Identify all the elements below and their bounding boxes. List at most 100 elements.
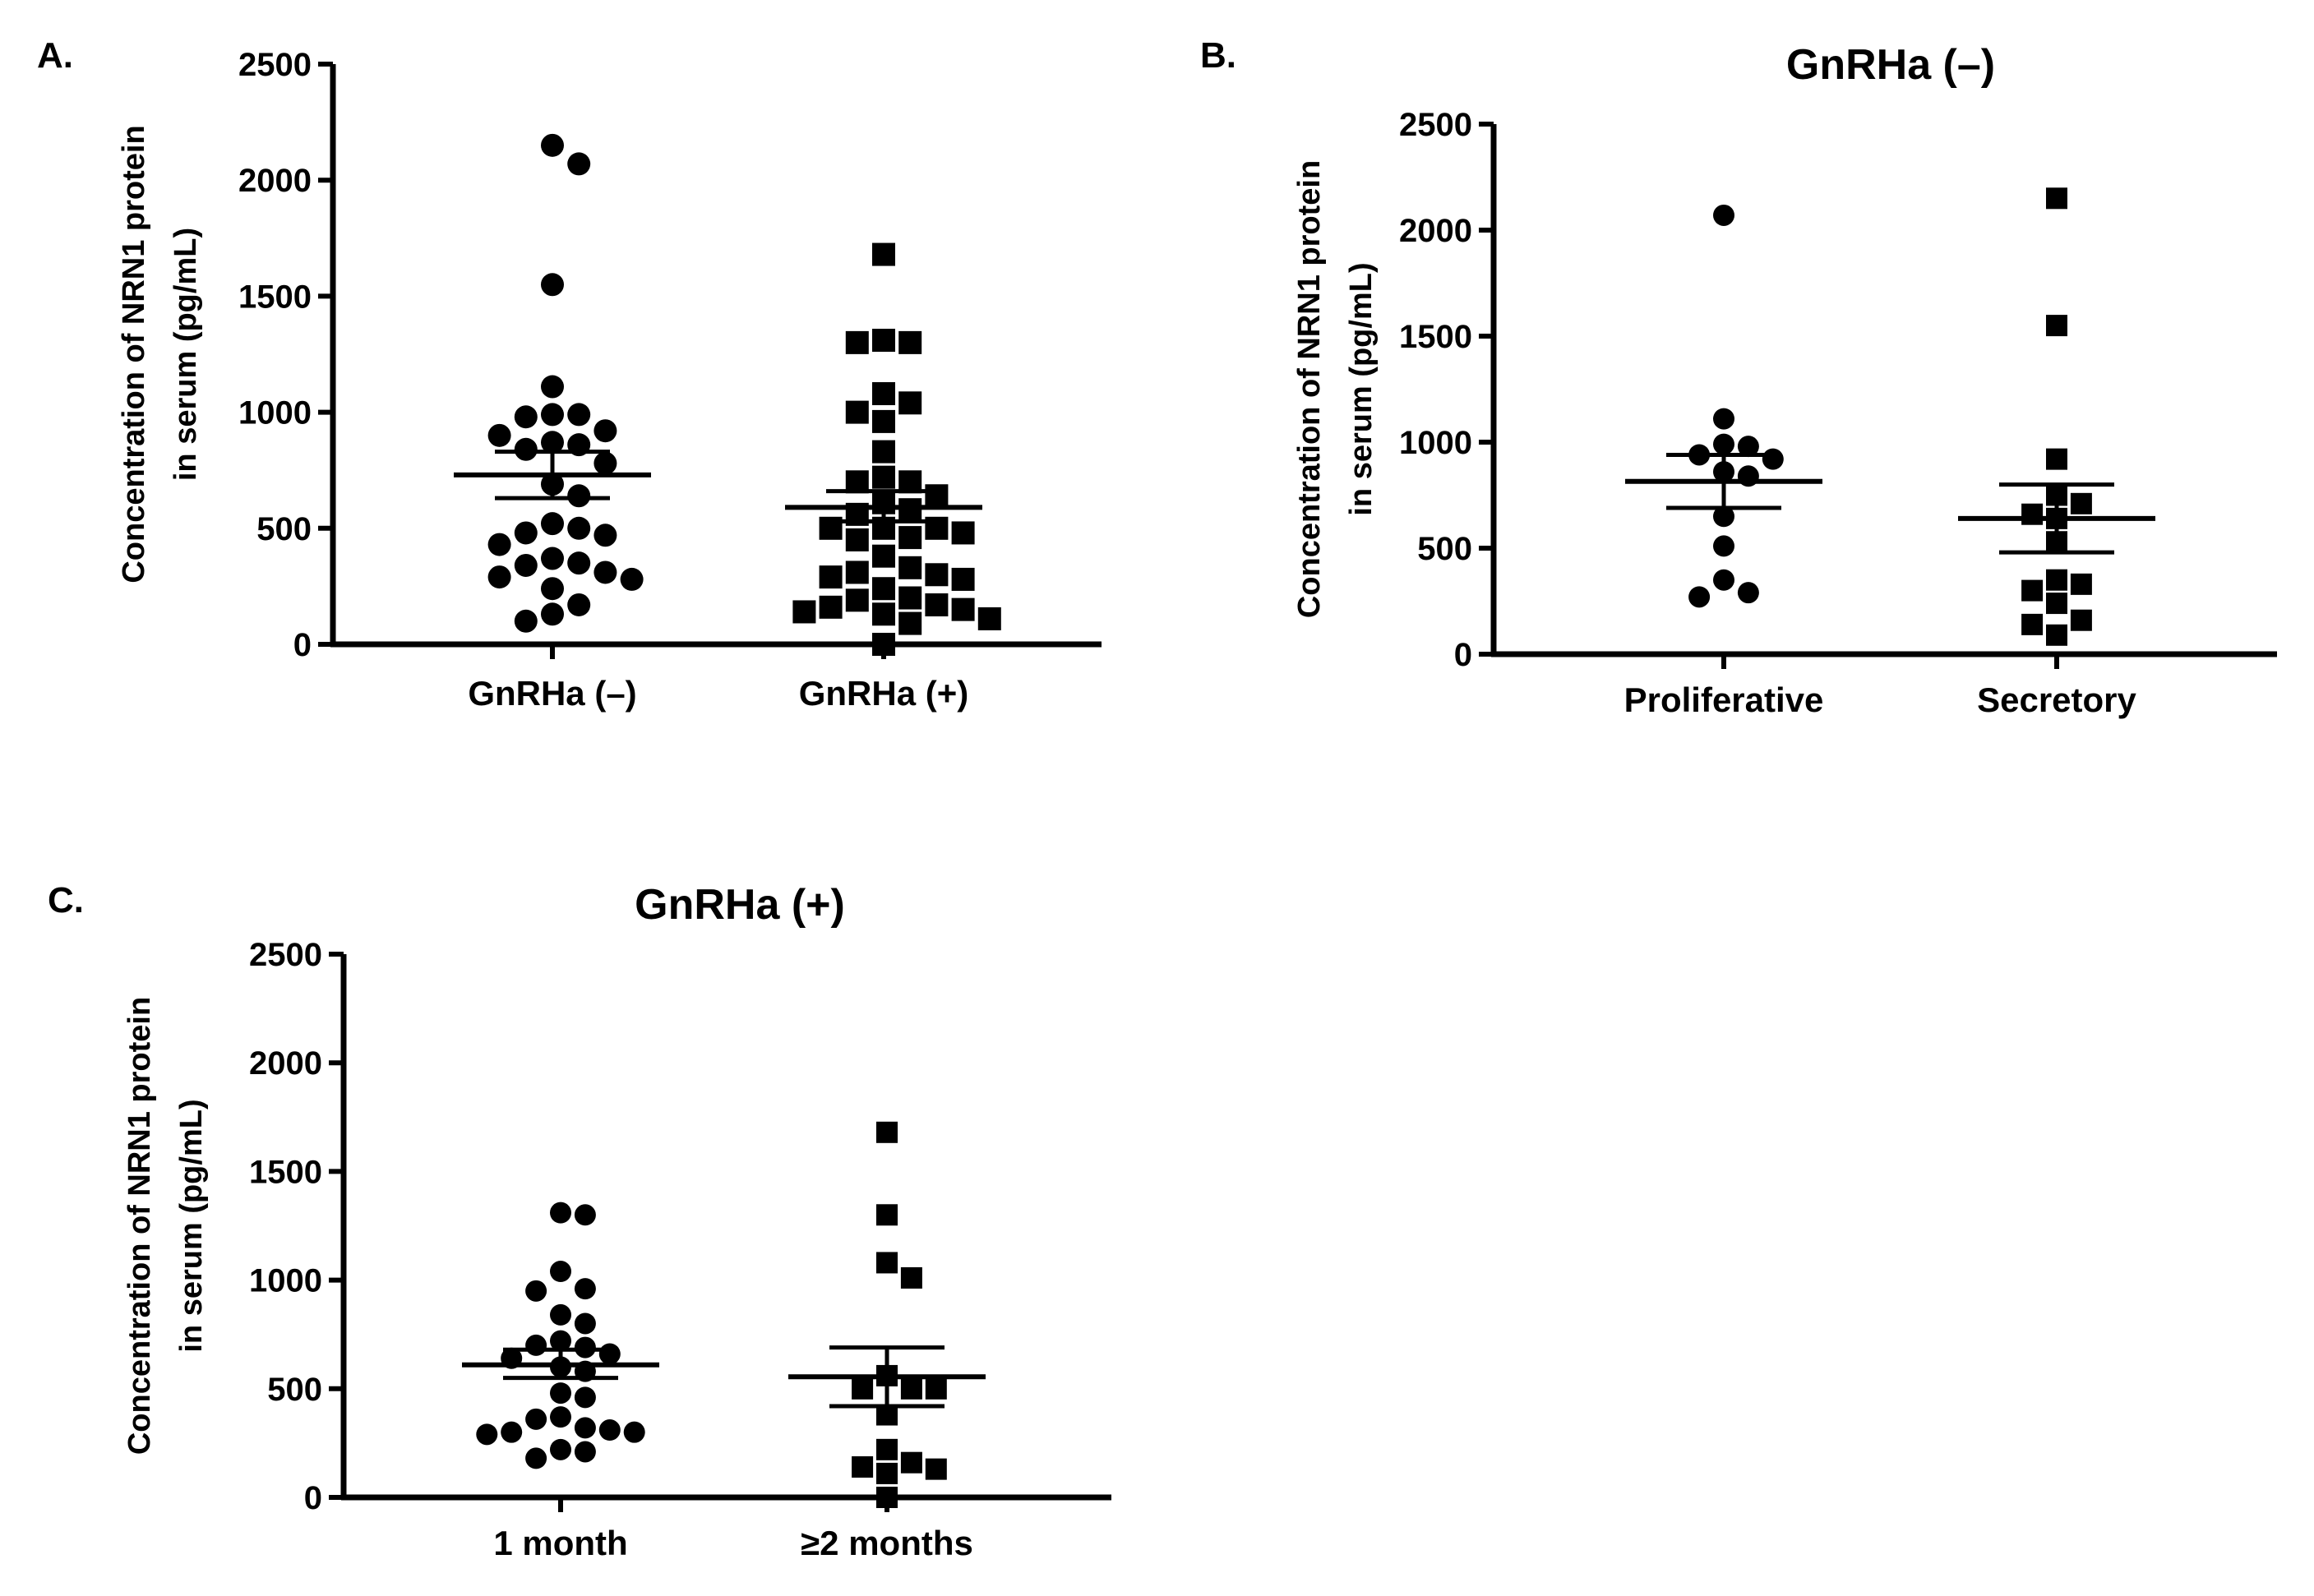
data-point	[1713, 505, 1734, 528]
x-category-label: Secretory	[1977, 680, 2136, 719]
data-point	[1688, 586, 1711, 608]
data-point	[574, 1278, 596, 1300]
data-point	[845, 330, 869, 354]
y-tick-label: 0	[1454, 637, 1472, 673]
panel-title: GnRHa (+)	[635, 881, 845, 929]
data-point	[872, 465, 895, 489]
data-point	[1713, 535, 1734, 557]
data-point	[541, 602, 564, 626]
data-point	[872, 329, 895, 353]
data-point	[951, 597, 975, 621]
data-point	[574, 1204, 596, 1226]
data-point	[550, 1330, 571, 1352]
data-point	[514, 609, 538, 633]
data-point	[567, 593, 591, 616]
data-point	[550, 1303, 571, 1326]
data-point	[845, 560, 869, 584]
data-point	[925, 563, 949, 587]
y-tick-label: 1500	[249, 1154, 322, 1190]
data-point	[872, 382, 895, 406]
data-point	[476, 1423, 498, 1446]
data-point	[1737, 582, 1759, 604]
data-point	[898, 611, 922, 635]
data-point	[876, 1252, 898, 1274]
data-point	[487, 533, 511, 556]
data-point	[574, 1312, 596, 1335]
data-point	[898, 556, 922, 579]
data-point	[525, 1408, 547, 1430]
y-axis-label: Concentration of NRN1 protein	[117, 125, 151, 583]
x-category-label: Proliferative	[1624, 680, 1824, 719]
y-tick-label: 2500	[238, 47, 312, 83]
y-tick-label: 500	[1417, 531, 1472, 567]
data-point	[487, 565, 511, 589]
data-point	[876, 1438, 898, 1460]
data-point	[977, 607, 1001, 630]
data-point	[2046, 624, 2067, 646]
y-tick-label: 2000	[238, 163, 312, 199]
data-point	[898, 391, 922, 415]
x-category-label: GnRHa (+)	[799, 674, 969, 713]
data-point	[541, 431, 564, 454]
data-point	[2046, 448, 2067, 470]
data-point	[925, 593, 949, 616]
data-point	[567, 403, 591, 427]
data-point	[550, 1382, 571, 1405]
data-point	[872, 544, 895, 568]
data-point	[2046, 569, 2067, 591]
data-point	[623, 1421, 645, 1443]
data-point	[2070, 492, 2092, 514]
data-point	[1713, 408, 1734, 430]
y-axis-label: in serum (pg/mL)	[174, 1099, 209, 1352]
data-point	[900, 1451, 922, 1474]
data-point	[574, 1386, 596, 1409]
panel-b: B. GnRHa (–) Concentration of NRN1 protein…	[1200, 35, 2277, 719]
data-point	[541, 133, 564, 157]
data-point	[567, 484, 591, 508]
data-point	[852, 1377, 874, 1400]
data-point	[845, 528, 869, 551]
data-point	[574, 1441, 596, 1463]
y-tick-label: 2500	[249, 937, 322, 973]
data-point	[2046, 315, 2067, 337]
y-tick-label: 2500	[1399, 107, 1472, 143]
data-point	[898, 526, 922, 550]
data-point	[2070, 573, 2092, 595]
data-point	[845, 400, 869, 424]
y-tick-label: 1000	[238, 395, 312, 431]
data-point	[925, 484, 949, 508]
panel-title: GnRHa (–)	[1786, 41, 1995, 89]
data-point	[876, 1204, 898, 1226]
data-point	[550, 1261, 571, 1283]
data-point	[951, 521, 975, 545]
data-point	[792, 600, 816, 624]
data-point	[925, 1458, 947, 1480]
data-point	[541, 577, 564, 601]
x-category-label: GnRHa (–)	[468, 674, 636, 713]
data-point	[872, 409, 895, 433]
data-point	[872, 242, 895, 266]
x-category-label: 1 month	[493, 1524, 627, 1562]
data-point	[2021, 579, 2044, 602]
data-point	[541, 512, 564, 536]
panel-letter: C.	[48, 880, 84, 920]
data-point	[872, 440, 895, 464]
data-point	[1762, 448, 1784, 470]
data-point	[2021, 613, 2044, 635]
data-point	[514, 521, 538, 545]
data-point	[872, 633, 895, 656]
data-point	[1737, 436, 1759, 458]
data-point	[541, 547, 564, 570]
data-point	[2046, 187, 2067, 210]
data-point	[541, 403, 564, 427]
data-point	[514, 405, 538, 429]
data-point	[898, 330, 922, 354]
y-axis-label: in serum (pg/mL)	[1344, 262, 1379, 515]
data-point	[514, 437, 538, 461]
data-point	[951, 567, 975, 591]
y-tick-label: 2000	[1399, 213, 1472, 249]
data-point	[487, 423, 511, 447]
panel-letter: A.	[37, 35, 73, 76]
data-point	[541, 273, 564, 297]
